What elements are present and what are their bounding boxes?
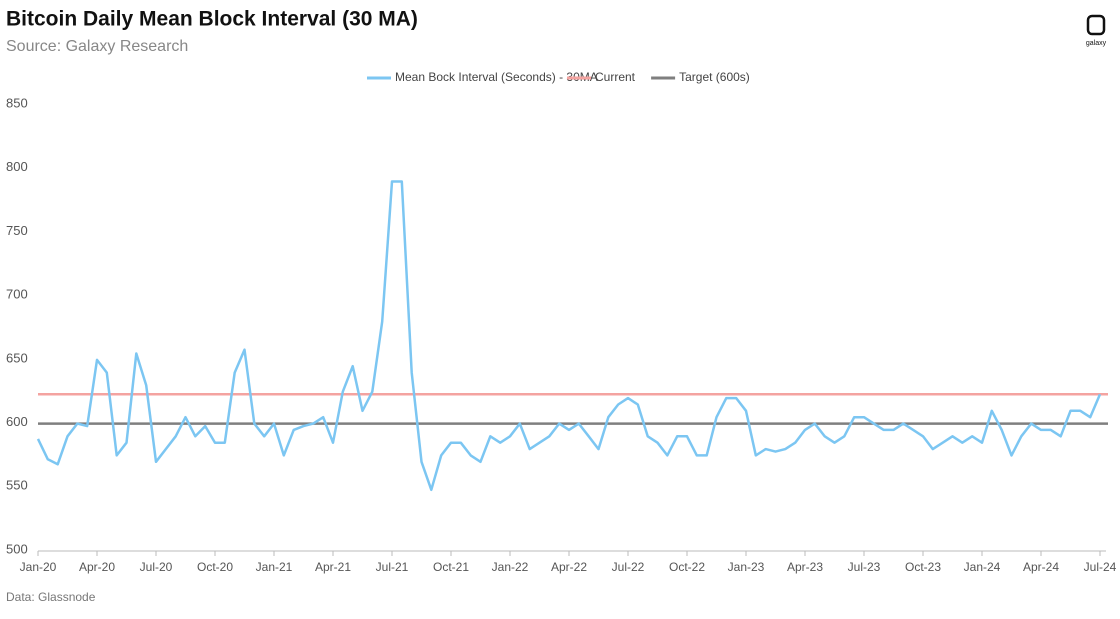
x-tick-label: Oct-20 — [197, 560, 233, 574]
x-tick-label: Jan-23 — [728, 560, 765, 574]
x-tick-label: Jan-21 — [256, 560, 293, 574]
x-tick-label: Jan-24 — [964, 560, 1001, 574]
x-tick-label: Oct-23 — [905, 560, 941, 574]
x-tick-label: Jul-23 — [848, 560, 881, 574]
y-tick-label: 500 — [6, 541, 28, 556]
chart-subtitle: Source: Galaxy Research — [6, 38, 188, 55]
data-line — [36, 180, 1102, 492]
logo-text: galaxy — [1086, 40, 1107, 47]
x-tick-label: Apr-21 — [315, 560, 351, 574]
y-tick-label: 750 — [6, 223, 28, 238]
x-tick-label: Oct-22 — [669, 560, 705, 574]
x-tick-label: Jan-20 — [20, 560, 57, 574]
legend-label: Current — [595, 70, 636, 84]
x-tick-label: Jan-22 — [492, 560, 529, 574]
legend-label: Target (600s) — [679, 70, 750, 84]
y-tick-label: 850 — [6, 95, 28, 110]
x-tick-label: Jul-22 — [612, 560, 645, 574]
x-tick-label: Oct-21 — [433, 560, 469, 574]
x-tick-label: Apr-24 — [1023, 560, 1059, 574]
x-tick-label: Apr-20 — [79, 560, 115, 574]
x-tick-label: Apr-23 — [787, 560, 823, 574]
x-tick-label: Jul-21 — [376, 560, 409, 574]
y-tick-label: 800 — [6, 159, 28, 174]
legend-label: Mean Bock Interval (Seconds) - 30MA — [395, 70, 598, 84]
y-tick-label: 700 — [6, 287, 28, 302]
x-tick-label: Jul-20 — [140, 560, 173, 574]
y-tick-label: 600 — [6, 414, 28, 429]
y-tick-label: 650 — [6, 350, 28, 365]
y-tick-label: 550 — [6, 478, 28, 493]
chart-title: Bitcoin Daily Mean Block Interval (30 MA… — [6, 8, 418, 31]
logo-icon — [1086, 14, 1106, 36]
x-tick-label: Apr-22 — [551, 560, 587, 574]
source-note: Data: Glassnode — [6, 590, 96, 604]
x-tick-label: Jul-24 — [1084, 560, 1117, 574]
